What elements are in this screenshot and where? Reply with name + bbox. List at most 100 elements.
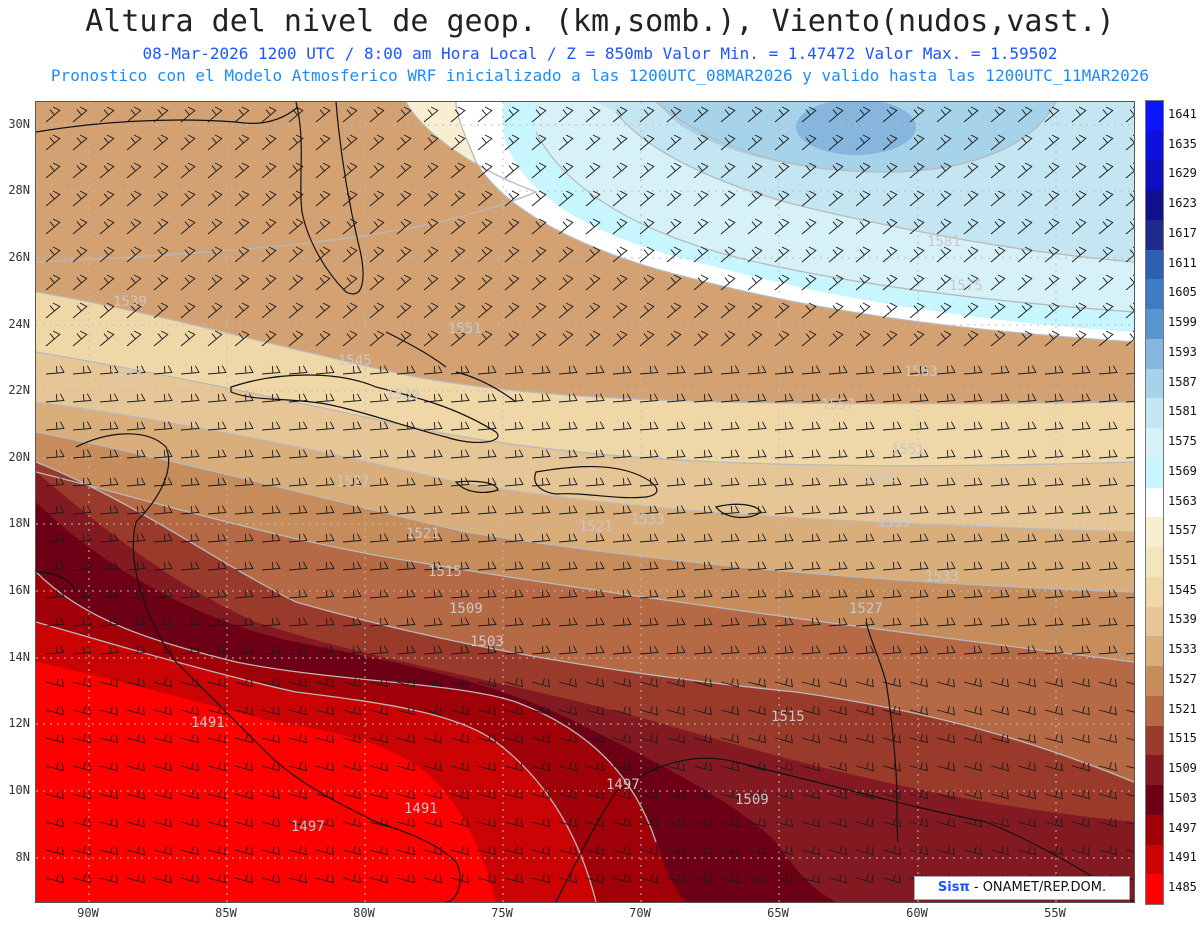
wind-barb bbox=[369, 134, 385, 151]
wind-barb bbox=[504, 733, 523, 744]
wind-barb bbox=[477, 449, 497, 459]
wind-barb bbox=[153, 274, 169, 291]
wind-barb bbox=[558, 845, 577, 856]
wind-barb bbox=[855, 817, 874, 828]
wind-barb bbox=[315, 645, 335, 655]
wind-barb bbox=[720, 190, 736, 207]
wind-barb bbox=[45, 134, 61, 151]
wind-barb bbox=[531, 789, 550, 800]
colorbar-swatch bbox=[1146, 606, 1163, 637]
wind-barb bbox=[882, 218, 898, 235]
wind-barb bbox=[369, 533, 389, 543]
wind-barb bbox=[963, 218, 979, 235]
wind-barb bbox=[963, 617, 983, 627]
wind-barb bbox=[936, 677, 955, 688]
wind-barb bbox=[1017, 533, 1037, 543]
wind-barb bbox=[396, 533, 416, 543]
wind-barb bbox=[612, 365, 632, 375]
wind-barb bbox=[693, 761, 712, 772]
wind-barb bbox=[369, 761, 388, 772]
colorbar-swatch bbox=[1146, 279, 1163, 310]
wind-barb bbox=[774, 589, 794, 599]
wind-barb bbox=[882, 789, 901, 800]
wind-barb bbox=[369, 645, 389, 655]
wind-barb bbox=[261, 873, 280, 884]
wind-barb bbox=[801, 561, 821, 571]
wind-barb bbox=[45, 589, 65, 599]
wind-barb bbox=[126, 106, 142, 123]
wind-barb bbox=[666, 705, 685, 716]
wind-barb bbox=[531, 365, 551, 375]
wind-barb bbox=[639, 246, 655, 263]
wind-barb bbox=[234, 817, 253, 828]
wind-barb bbox=[180, 421, 200, 431]
wind-barb bbox=[234, 733, 253, 744]
wind-barb bbox=[1017, 761, 1036, 772]
wind-barb bbox=[990, 761, 1009, 772]
wind-barb bbox=[504, 533, 524, 543]
wind-barb bbox=[99, 505, 119, 515]
wind-barb bbox=[936, 302, 952, 319]
wind-barb bbox=[801, 365, 821, 375]
wind-barb bbox=[180, 873, 199, 884]
wind-barb bbox=[1125, 372, 1134, 375]
wind-barb bbox=[882, 162, 898, 179]
wind-barb bbox=[855, 421, 875, 431]
wind-barb bbox=[369, 477, 389, 487]
wind-barb bbox=[504, 845, 523, 856]
wind-barb bbox=[963, 589, 983, 599]
wind-barb bbox=[288, 218, 304, 235]
wind-barb bbox=[477, 645, 497, 655]
wind-barb bbox=[153, 421, 173, 431]
wind-barb bbox=[531, 106, 547, 123]
contour-label: 1551 bbox=[891, 442, 925, 458]
wind-barb bbox=[315, 134, 331, 151]
contour-label: 1527 bbox=[336, 474, 370, 490]
wind-barb bbox=[909, 218, 925, 235]
wind-barb bbox=[1044, 106, 1060, 123]
wind-barb bbox=[801, 533, 821, 543]
wind-barb bbox=[1098, 393, 1118, 403]
wind-barb bbox=[639, 617, 659, 627]
wind-barb bbox=[936, 733, 955, 744]
wind-barb bbox=[261, 330, 277, 347]
wind-barb bbox=[666, 817, 685, 828]
wind-barb bbox=[126, 421, 146, 431]
wind-barb bbox=[828, 561, 848, 571]
colorbar-label: 1497 bbox=[1168, 820, 1197, 835]
wind-barb bbox=[1044, 617, 1064, 627]
wind-barb bbox=[774, 505, 794, 515]
wind-barb bbox=[909, 589, 929, 599]
wind-barb bbox=[288, 817, 307, 828]
colorbar-label: 1593 bbox=[1168, 344, 1197, 359]
wind-barb bbox=[936, 533, 956, 543]
wind-barb bbox=[477, 365, 497, 375]
wind-barb bbox=[99, 106, 115, 123]
wind-barb bbox=[180, 561, 200, 571]
wind-barb bbox=[450, 365, 470, 375]
wind-barb bbox=[126, 134, 142, 151]
wind-barb bbox=[207, 817, 226, 828]
wind-barb bbox=[207, 449, 227, 459]
wind-barb bbox=[1071, 218, 1087, 235]
wind-barb bbox=[99, 218, 115, 235]
wind-barb bbox=[1098, 789, 1117, 800]
wind-barb bbox=[558, 617, 578, 627]
wind-barb bbox=[99, 246, 115, 263]
wind-barb bbox=[1125, 274, 1134, 291]
wind-barb bbox=[585, 677, 604, 688]
wind-barb bbox=[288, 274, 304, 291]
wind-barb bbox=[1044, 162, 1060, 179]
contour-label: 1527 bbox=[849, 601, 883, 617]
wind-barb bbox=[693, 873, 712, 884]
wind-barb bbox=[45, 733, 64, 744]
wind-barb bbox=[261, 274, 277, 291]
wind-barb bbox=[477, 218, 493, 235]
wind-barb bbox=[666, 330, 682, 347]
wind-barb bbox=[45, 246, 61, 263]
map-title: Altura del nivel de geop. (km,somb.), Vi… bbox=[85, 4, 1115, 39]
wind-barb bbox=[99, 845, 118, 856]
colorbar-swatch bbox=[1146, 190, 1163, 221]
wind-barb bbox=[801, 733, 820, 744]
colorbar-swatch bbox=[1146, 666, 1163, 697]
